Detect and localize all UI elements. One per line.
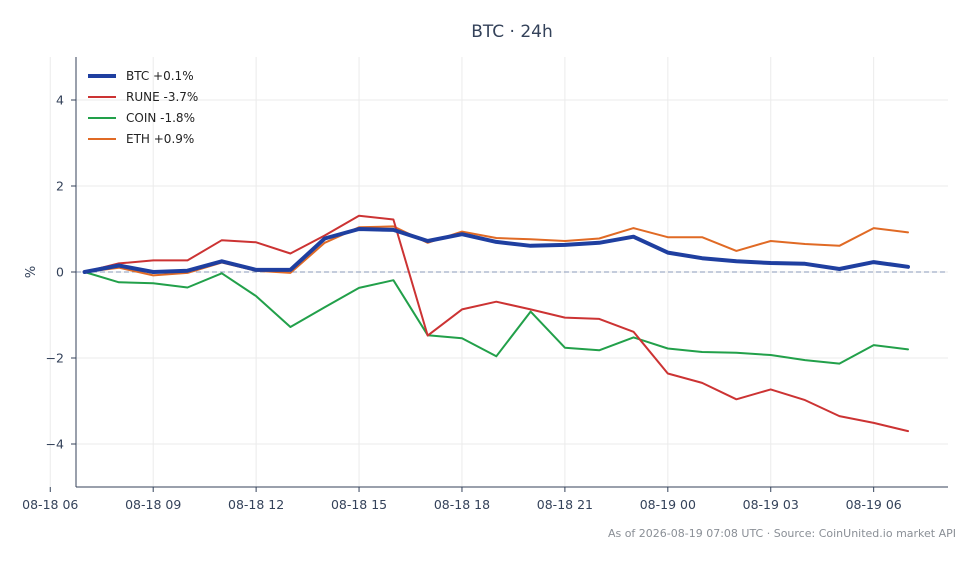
x-tick-label: 08-18 06 (22, 497, 78, 512)
legend: BTC +0.1% RUNE -3.7% COIN -1.8% ETH +0.9% (88, 69, 198, 146)
y-tick-label: 2 (56, 179, 64, 194)
chart-title: BTC · 24h (471, 22, 553, 42)
series-line-eth (83, 225, 909, 277)
x-tick-label: 08-18 18 (434, 497, 490, 512)
x-tick-label: 08-18 12 (228, 497, 284, 512)
legend-label-eth: ETH +0.9% (126, 132, 194, 146)
series-line-rune (83, 214, 909, 433)
x-tick-label: 08-18 15 (331, 497, 387, 512)
x-tick-label: 08-19 06 (846, 497, 902, 512)
x-tick-labels: 08-18 06 08-18 09 08-18 12 08-18 15 08-18 18… (22, 487, 902, 512)
series-line-btc (82, 227, 910, 274)
y-tick-labels: −4 −2 0 2 4 (46, 93, 76, 452)
series-line-coin (83, 271, 909, 365)
y-tick-label: 0 (56, 265, 64, 280)
legend-label-rune: RUNE -3.7% (126, 90, 198, 104)
x-tick-label: 08-19 00 (640, 497, 696, 512)
y-tick-label: 4 (56, 93, 64, 108)
legend-label-coin: COIN -1.8% (126, 111, 195, 125)
legend-label-btc: BTC +0.1% (126, 69, 194, 83)
x-tick-label: 08-18 09 (125, 497, 181, 512)
series-group (82, 214, 910, 433)
source-footer: As of 2026-08-19 07:08 UTC · Source: Coi… (608, 527, 956, 540)
y-tick-label: −4 (46, 437, 64, 452)
x-tick-label: 08-19 03 (743, 497, 799, 512)
y-tick-label: −2 (46, 351, 64, 366)
x-tick-label: 08-18 21 (537, 497, 593, 512)
y-axis-label: % (24, 266, 39, 278)
